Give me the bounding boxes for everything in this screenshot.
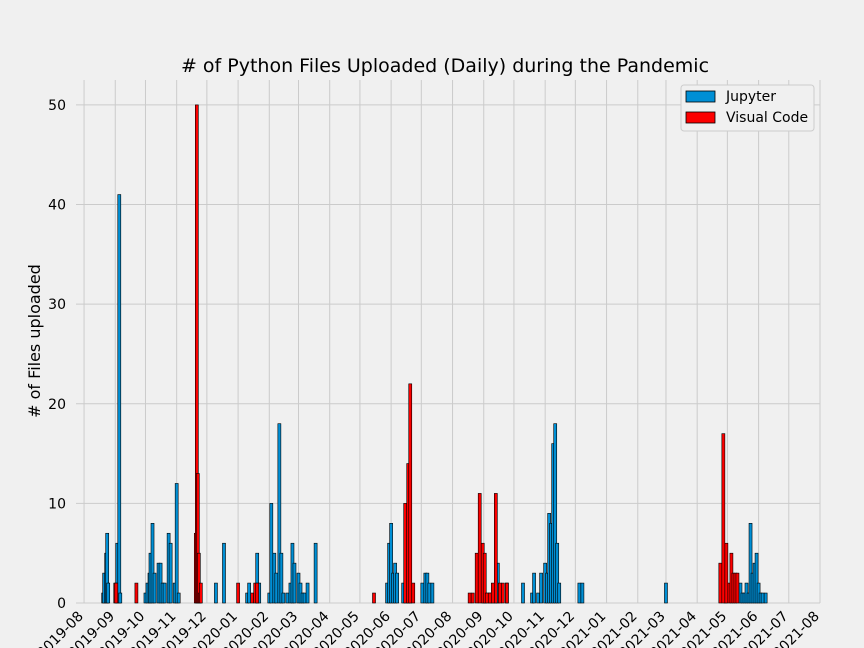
- bar: [106, 582, 111, 604]
- y-axis-label: # of Files uploaded: [25, 264, 44, 418]
- bar: [176, 592, 181, 604]
- bar: [117, 194, 122, 604]
- chart-title: # of Python Files Uploaded (Daily) durin…: [181, 55, 709, 77]
- bar: [498, 582, 502, 604]
- x-tick-labels: 2019-082019-092019-102019-112019-122020-…: [34, 608, 823, 648]
- bar: [536, 592, 540, 604]
- bar: [557, 582, 562, 604]
- bar: [250, 592, 254, 604]
- bar: [494, 493, 498, 604]
- bar: [735, 572, 740, 604]
- bar: [279, 552, 284, 604]
- grid-lines: [76, 80, 821, 604]
- bar: [427, 582, 432, 604]
- bar: [247, 582, 251, 604]
- legend-swatch-visual-code: [685, 111, 716, 124]
- bar: [555, 542, 560, 604]
- y-tick-label: 30: [48, 297, 66, 313]
- bar: [501, 582, 505, 604]
- y-tick-label: 20: [48, 397, 66, 413]
- bar: [521, 582, 525, 604]
- y-tick-label: 10: [48, 496, 66, 512]
- bar: [539, 572, 543, 604]
- bar: [763, 592, 768, 604]
- legend-swatch-jupyter: [685, 90, 716, 103]
- bar: [721, 433, 726, 604]
- bar: [313, 542, 318, 604]
- y-tick-label: 40: [48, 198, 66, 214]
- bar: [305, 582, 310, 604]
- bars: [101, 104, 768, 604]
- bar: [580, 582, 585, 604]
- bar: [532, 572, 536, 604]
- bar: [150, 523, 155, 604]
- bar: [199, 582, 203, 604]
- bar: [269, 503, 274, 604]
- bar: [474, 552, 479, 604]
- bar: [292, 562, 297, 604]
- bar: [724, 542, 729, 604]
- bar: [277, 423, 282, 604]
- bar: [430, 582, 435, 604]
- bar: [285, 592, 290, 604]
- y-tick-labels: 0 10 20 30 40 50: [48, 98, 66, 612]
- bar: [484, 592, 489, 604]
- series-visual-code: [113, 104, 740, 604]
- y-tick-label: 50: [48, 98, 66, 114]
- bar: [490, 582, 495, 604]
- bar: [718, 562, 723, 604]
- y-tick-label: 0: [57, 596, 66, 612]
- bar: [152, 572, 157, 604]
- bar: [281, 592, 286, 604]
- bar: [467, 592, 472, 604]
- bar: [411, 582, 416, 604]
- bar: [760, 592, 765, 604]
- bar: [403, 503, 408, 604]
- bar: [470, 592, 475, 604]
- bar: [168, 542, 173, 604]
- legend: Jupyter Visual Code: [680, 84, 815, 132]
- bar: [408, 383, 413, 604]
- bar: [214, 582, 218, 604]
- bar: [222, 542, 226, 604]
- bar: [577, 582, 582, 604]
- bar: [754, 552, 759, 604]
- bar: [553, 423, 558, 604]
- bar: [274, 572, 279, 604]
- bar: [482, 552, 487, 604]
- bar: [174, 483, 179, 604]
- bar: [664, 582, 668, 604]
- legend-label-jupyter: Jupyter: [725, 89, 776, 105]
- bar: [505, 582, 509, 604]
- bar: [420, 582, 425, 604]
- bar: [134, 582, 139, 604]
- bar: [162, 582, 167, 604]
- bar: [372, 592, 376, 604]
- legend-label-visual-code: Visual Code: [726, 110, 808, 126]
- bar: [389, 523, 393, 604]
- bar: [118, 592, 123, 604]
- bar: [487, 592, 492, 604]
- bar: [477, 493, 482, 604]
- bar: [748, 523, 753, 604]
- bar: [114, 582, 119, 604]
- bar: [236, 582, 240, 604]
- bar: [255, 582, 260, 604]
- bar: [395, 572, 399, 604]
- bar: [302, 592, 307, 604]
